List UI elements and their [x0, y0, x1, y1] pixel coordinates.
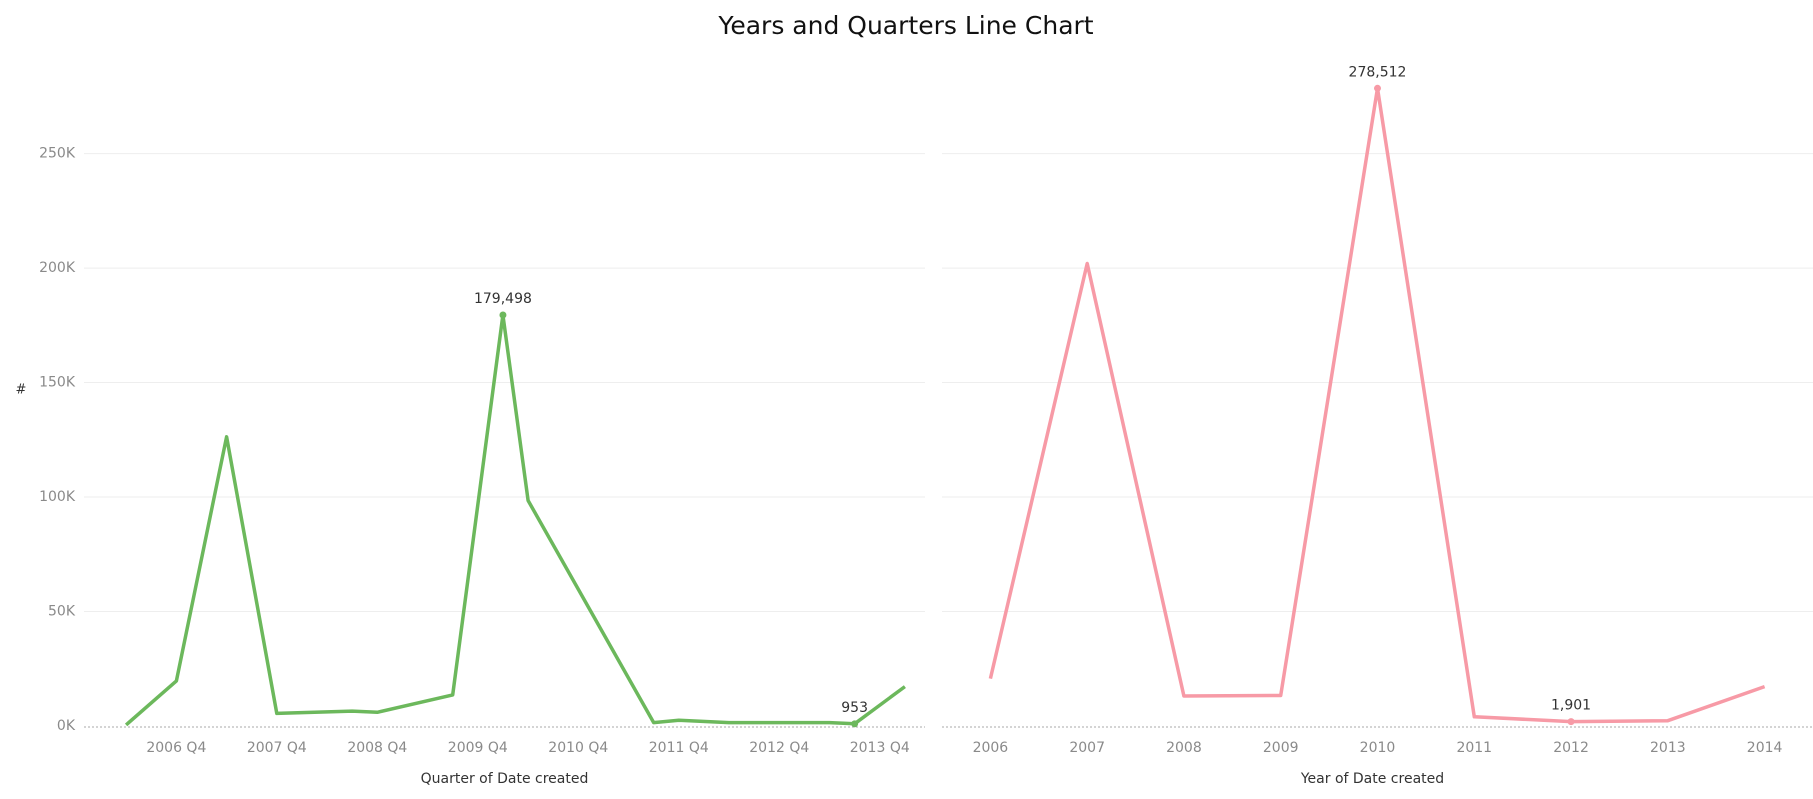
x-tick-label: 2009 Q4	[448, 740, 508, 756]
x-tick-label: 2012	[1553, 740, 1589, 756]
line	[124, 313, 906, 727]
line	[988, 86, 1766, 724]
x-tick-label: 2010 Q4	[548, 740, 608, 756]
data-label: 1,901	[1551, 698, 1591, 714]
y-tick-label: 200K	[39, 260, 76, 276]
x-tick-label: 2011 Q4	[649, 740, 709, 756]
point	[851, 720, 859, 728]
x-tick-label: 2007 Q4	[247, 740, 307, 756]
data-label: 179,498	[474, 291, 532, 307]
y-tick-label: 50K	[48, 604, 76, 620]
x-tick-label: 2009	[1263, 740, 1299, 756]
x-tick-label: 2006	[973, 740, 1009, 756]
point	[1567, 718, 1575, 726]
x-tick-label: 2011	[1456, 740, 1492, 756]
x-tick-label: 2007	[1069, 740, 1105, 756]
data-label: 278,512	[1349, 64, 1407, 80]
x-tick-label: 2013 Q4	[850, 740, 910, 756]
data-label: 953	[841, 700, 868, 716]
y-tick-label: 150K	[39, 375, 76, 391]
y-tick-label: 250K	[39, 146, 76, 162]
chart-title: Years and Quarters Line Chart	[717, 11, 1093, 40]
y-axis-title: #	[16, 383, 27, 398]
x-tick-label: 2013	[1650, 740, 1686, 756]
x-axis-title: Year of Date created	[1300, 771, 1444, 787]
x-tick-label: 2008 Q4	[347, 740, 407, 756]
x-tick-label: 2014	[1747, 740, 1783, 756]
x-tick-label: 2008	[1166, 740, 1202, 756]
x-tick-label: 2006 Q4	[146, 740, 206, 756]
x-tick-label: 2010	[1360, 740, 1396, 756]
point	[1374, 84, 1381, 92]
point	[499, 311, 507, 319]
x-tick-label: 2012 Q4	[749, 740, 809, 756]
y-tick-label: 0K	[57, 718, 76, 734]
y-tick-label: 100K	[39, 489, 76, 505]
x-axis-title: Quarter of Date created	[421, 771, 589, 787]
